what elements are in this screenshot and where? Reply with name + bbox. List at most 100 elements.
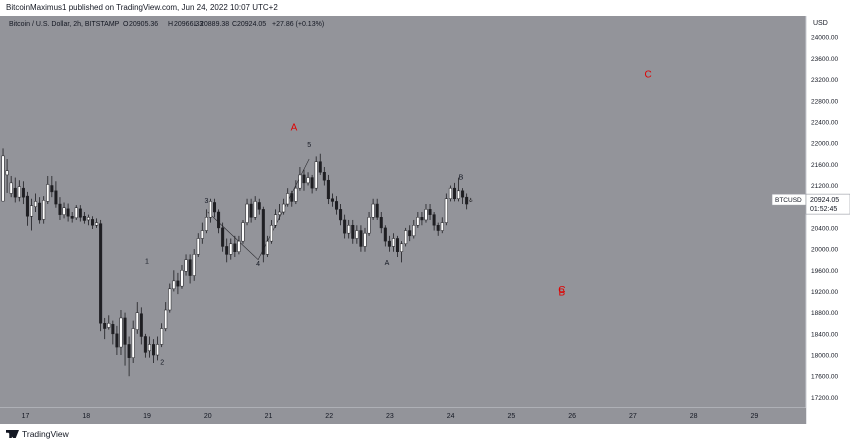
- candle[interactable]: [196, 233, 200, 258]
- candle[interactable]: [448, 185, 452, 202]
- candle[interactable]: [404, 227, 408, 247]
- candle[interactable]: [82, 212, 86, 224]
- candle[interactable]: [180, 264, 184, 289]
- candle[interactable]: [204, 209, 208, 234]
- candle[interactable]: [135, 302, 139, 334]
- candle[interactable]: [107, 315, 111, 330]
- candle[interactable]: [237, 235, 241, 255]
- candle[interactable]: [396, 235, 400, 258]
- candle[interactable]: [17, 180, 21, 202]
- candle[interactable]: [46, 175, 50, 205]
- candle[interactable]: [123, 312, 127, 366]
- candle[interactable]: [78, 205, 82, 222]
- candles[interactable]: [1, 148, 473, 377]
- candle[interactable]: [233, 235, 237, 258]
- candle[interactable]: [330, 193, 334, 207]
- candle[interactable]: [74, 205, 78, 220]
- candle[interactable]: [286, 188, 290, 207]
- candle[interactable]: [347, 219, 351, 239]
- candle[interactable]: [156, 336, 160, 361]
- candle[interactable]: [151, 339, 156, 363]
- candle[interactable]: [9, 175, 13, 198]
- candle[interactable]: [420, 212, 424, 226]
- candle[interactable]: [306, 172, 310, 186]
- candle[interactable]: [253, 196, 257, 220]
- candle[interactable]: [147, 336, 151, 358]
- candle[interactable]: [160, 323, 164, 348]
- candle[interactable]: [188, 254, 192, 284]
- candle[interactable]: [314, 156, 318, 191]
- candle[interactable]: [1, 148, 5, 202]
- candle[interactable]: [99, 219, 103, 332]
- candle[interactable]: [245, 198, 249, 226]
- candle[interactable]: [95, 218, 99, 228]
- candle[interactable]: [469, 197, 473, 202]
- candle[interactable]: [282, 198, 286, 215]
- candle[interactable]: [139, 307, 143, 345]
- candle[interactable]: [70, 212, 74, 223]
- candle[interactable]: [351, 219, 355, 244]
- candle[interactable]: [111, 320, 115, 345]
- candle[interactable]: [424, 204, 428, 223]
- candle[interactable]: [318, 153, 322, 175]
- candle[interactable]: [90, 216, 95, 229]
- candle[interactable]: [221, 222, 225, 252]
- candle[interactable]: [50, 175, 54, 198]
- candle[interactable]: [371, 198, 375, 220]
- candle[interactable]: [436, 222, 440, 236]
- candle[interactable]: [265, 235, 269, 258]
- candle[interactable]: [326, 174, 330, 205]
- candle[interactable]: [225, 238, 229, 263]
- candle[interactable]: [339, 204, 343, 226]
- candle[interactable]: [302, 169, 306, 191]
- candle[interactable]: [461, 188, 465, 205]
- candle[interactable]: [310, 174, 314, 194]
- candle[interactable]: [13, 177, 17, 203]
- candle[interactable]: [322, 166, 326, 186]
- candle[interactable]: [383, 225, 387, 247]
- candle[interactable]: [416, 212, 420, 228]
- candle[interactable]: [363, 227, 367, 252]
- candle[interactable]: [143, 333, 147, 358]
- candle[interactable]: [66, 203, 70, 222]
- candle[interactable]: [335, 196, 339, 215]
- candle[interactable]: [176, 272, 180, 295]
- candle[interactable]: [249, 198, 253, 223]
- candle[interactable]: [192, 249, 196, 281]
- candle[interactable]: [375, 198, 379, 220]
- candle[interactable]: [86, 214, 90, 226]
- candle[interactable]: [172, 270, 176, 292]
- candle[interactable]: [119, 310, 123, 356]
- candle[interactable]: [359, 225, 363, 252]
- candle[interactable]: [257, 198, 261, 215]
- candle[interactable]: [278, 204, 282, 220]
- candle[interactable]: [42, 196, 46, 224]
- candle[interactable]: [391, 233, 395, 252]
- candle[interactable]: [379, 212, 383, 234]
- candle[interactable]: [115, 325, 119, 356]
- candle[interactable]: [131, 320, 135, 363]
- candle[interactable]: [217, 209, 221, 234]
- candle[interactable]: [440, 217, 444, 234]
- candle[interactable]: [261, 206, 265, 263]
- candle[interactable]: [38, 197, 42, 224]
- candle[interactable]: [412, 219, 416, 239]
- candle[interactable]: [290, 190, 294, 207]
- candle[interactable]: [21, 181, 25, 205]
- candle[interactable]: [25, 191, 29, 226]
- candle[interactable]: [164, 302, 168, 332]
- candle[interactable]: [400, 241, 404, 263]
- candle[interactable]: [54, 181, 58, 208]
- candle[interactable]: [387, 235, 391, 252]
- candle[interactable]: [343, 214, 347, 239]
- candle[interactable]: [408, 225, 412, 242]
- candle[interactable]: [200, 222, 204, 244]
- candle[interactable]: [298, 166, 302, 191]
- candle[interactable]: [428, 204, 432, 220]
- candle[interactable]: [452, 182, 456, 202]
- candle[interactable]: [127, 336, 131, 377]
- candle[interactable]: [444, 193, 448, 226]
- candle[interactable]: [274, 209, 278, 228]
